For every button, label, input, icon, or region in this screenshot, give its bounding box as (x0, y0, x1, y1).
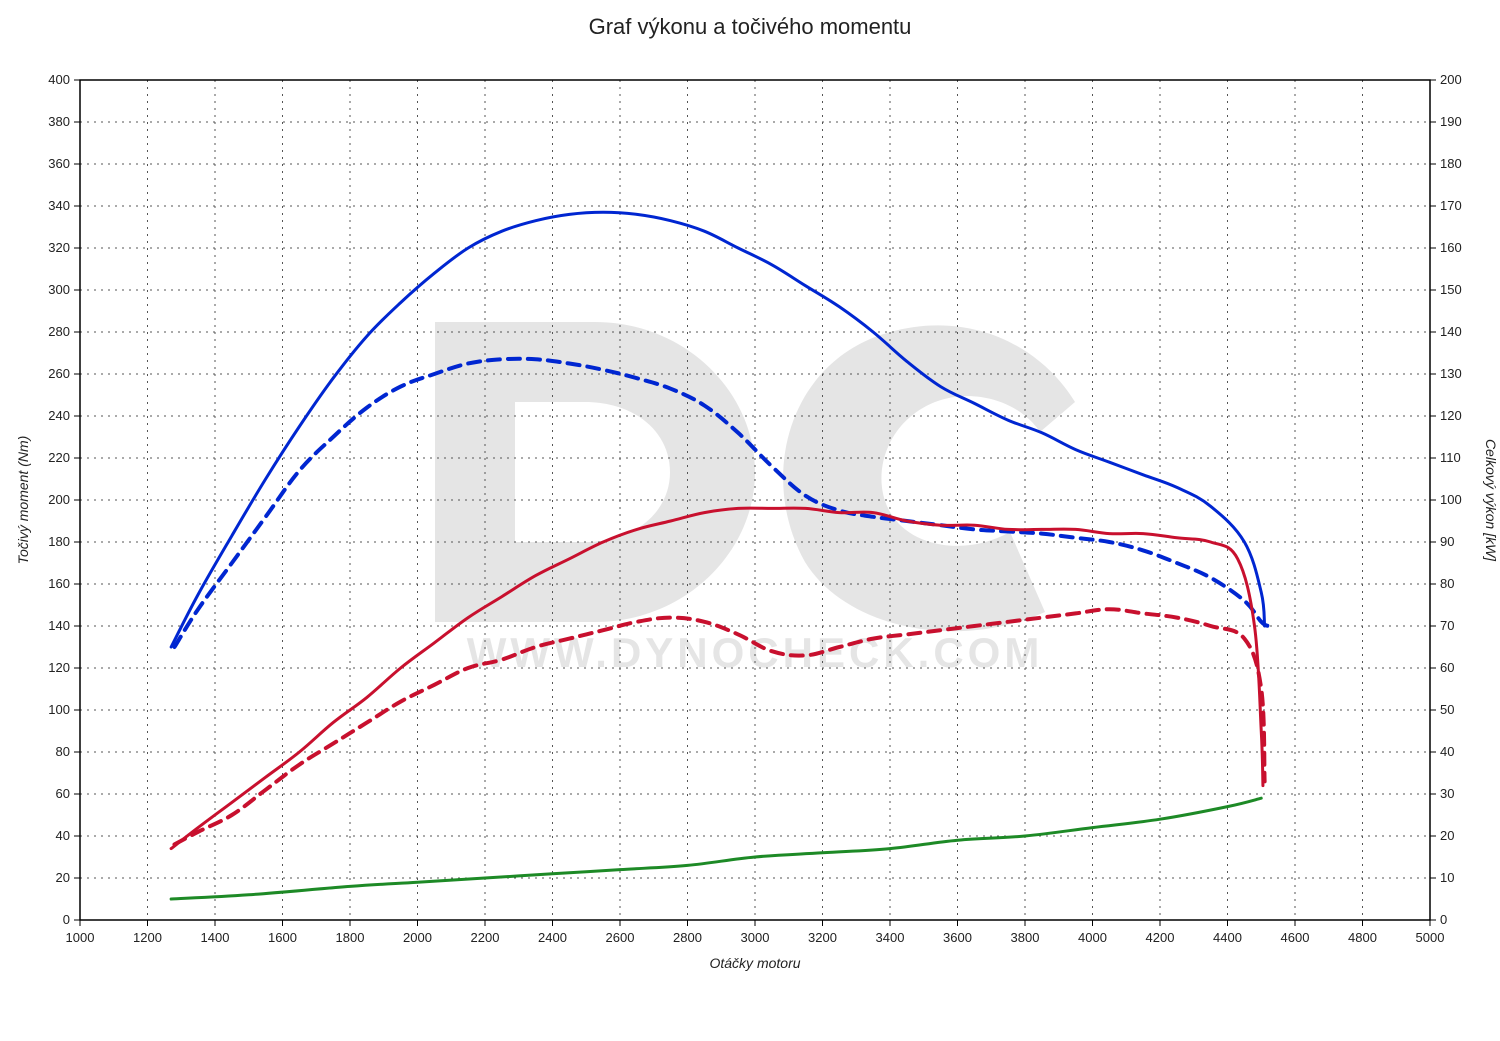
y-right-tick-label: 160 (1440, 240, 1462, 255)
y-left-tick-label: 200 (48, 492, 70, 507)
x-tick-label: 4200 (1146, 930, 1175, 945)
x-tick-label: 1400 (201, 930, 230, 945)
x-tick-label: 3400 (876, 930, 905, 945)
y-right-tick-label: 40 (1440, 744, 1454, 759)
x-tick-label: 4800 (1348, 930, 1377, 945)
y-left-tick-label: 60 (56, 786, 70, 801)
x-tick-label: 1000 (66, 930, 95, 945)
y-left-tick-label: 120 (48, 660, 70, 675)
y-right-tick-label: 70 (1440, 618, 1454, 633)
y-right-tick-label: 130 (1440, 366, 1462, 381)
y-left-tick-label: 380 (48, 114, 70, 129)
y-right-tick-label: 100 (1440, 492, 1462, 507)
y-right-tick-label: 90 (1440, 534, 1454, 549)
y-right-tick-label: 170 (1440, 198, 1462, 213)
x-tick-label: 3000 (741, 930, 770, 945)
y-right-tick-label: 50 (1440, 702, 1454, 717)
chart-title: Graf výkonu a točivého momentu (0, 14, 1500, 40)
y-left-tick-label: 300 (48, 282, 70, 297)
x-tick-label: 3200 (808, 930, 837, 945)
y-right-tick-label: 30 (1440, 786, 1454, 801)
y-left-tick-label: 20 (56, 870, 70, 885)
y-right-tick-label: 190 (1440, 114, 1462, 129)
x-tick-label: 1800 (336, 930, 365, 945)
y-right-tick-label: 20 (1440, 828, 1454, 843)
x-tick-label: 2000 (403, 930, 432, 945)
x-tick-label: 4600 (1281, 930, 1310, 945)
x-tick-label: 2200 (471, 930, 500, 945)
x-tick-label: 2400 (538, 930, 567, 945)
x-tick-label: 2600 (606, 930, 635, 945)
y-right-axis-title: Celkový výkon [kW] (1483, 439, 1499, 562)
y-left-tick-label: 280 (48, 324, 70, 339)
y-left-tick-label: 320 (48, 240, 70, 255)
y-left-tick-label: 140 (48, 618, 70, 633)
x-tick-label: 5000 (1416, 930, 1445, 945)
dyno-chart: WWW.DYNOCHECK.COM10001200140016001800200… (0, 0, 1500, 1041)
y-left-tick-label: 0 (63, 912, 70, 927)
x-axis-title: Otáčky motoru (709, 955, 800, 971)
series-losses (171, 798, 1261, 899)
x-tick-label: 1600 (268, 930, 297, 945)
y-right-tick-label: 120 (1440, 408, 1462, 423)
y-right-tick-label: 60 (1440, 660, 1454, 675)
y-right-tick-label: 200 (1440, 72, 1462, 87)
y-left-tick-label: 260 (48, 366, 70, 381)
y-left-tick-label: 340 (48, 198, 70, 213)
y-left-tick-label: 80 (56, 744, 70, 759)
y-right-tick-label: 80 (1440, 576, 1454, 591)
y-left-axis-title: Točivý moment (Nm) (15, 436, 31, 565)
x-tick-label: 4000 (1078, 930, 1107, 945)
y-left-tick-label: 180 (48, 534, 70, 549)
y-right-tick-label: 0 (1440, 912, 1447, 927)
y-left-tick-label: 220 (48, 450, 70, 465)
y-right-tick-label: 140 (1440, 324, 1462, 339)
y-right-tick-label: 180 (1440, 156, 1462, 171)
x-tick-label: 3600 (943, 930, 972, 945)
x-tick-label: 2800 (673, 930, 702, 945)
y-left-tick-label: 360 (48, 156, 70, 171)
y-right-tick-label: 110 (1440, 450, 1461, 465)
y-right-tick-label: 10 (1440, 870, 1454, 885)
y-left-tick-label: 240 (48, 408, 70, 423)
y-left-tick-label: 400 (48, 72, 70, 87)
y-left-tick-label: 40 (56, 828, 70, 843)
x-tick-label: 1200 (133, 930, 162, 945)
x-tick-label: 4400 (1213, 930, 1242, 945)
y-left-tick-label: 160 (48, 576, 70, 591)
y-left-tick-label: 100 (48, 702, 70, 717)
x-tick-label: 3800 (1011, 930, 1040, 945)
y-right-tick-label: 150 (1440, 282, 1462, 297)
